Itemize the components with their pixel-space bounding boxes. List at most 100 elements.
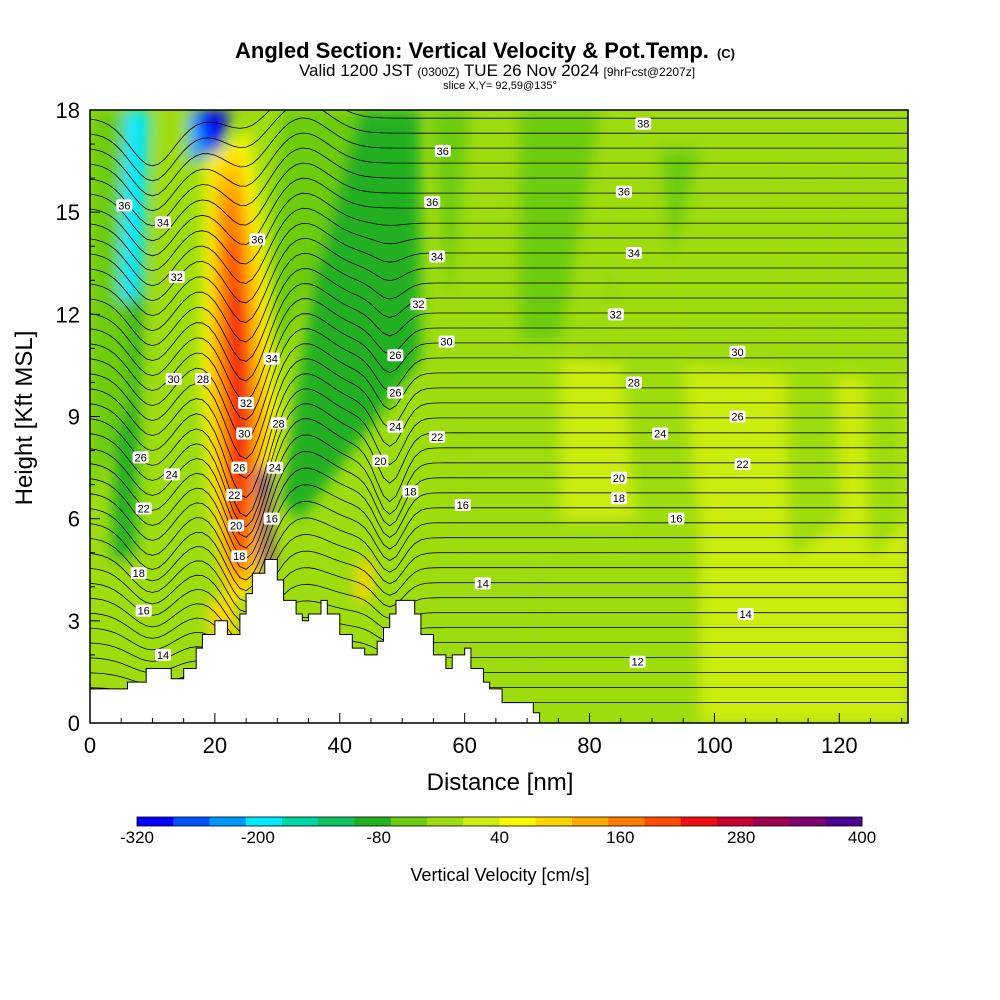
pot-temp-contour [90, 222, 908, 304]
y-tick-label: 15 [56, 200, 80, 225]
colorbar-swatch [608, 817, 645, 826]
colorbar-swatch [245, 817, 283, 826]
contour-label: 36 [116, 199, 133, 212]
contour-label: 30 [729, 345, 746, 359]
contour-label-text: 32 [412, 299, 424, 311]
velocity-shade [400, 420, 460, 560]
pot-temp-contour [90, 253, 908, 343]
contour-label: 28 [195, 373, 212, 386]
x-tick-label: 0 [84, 733, 96, 758]
colorbar-swatch [173, 817, 210, 826]
colorbar-swatch [644, 817, 682, 826]
y-tick-label: 6 [68, 507, 80, 532]
colorbar-swatch [318, 817, 355, 826]
contour-label-text: 16 [266, 514, 278, 526]
x-axis: 0 20 40 60 80 100 120 [84, 713, 903, 758]
contour-label: 14 [155, 648, 172, 662]
contour-label-text: 20 [374, 456, 386, 468]
contour-label-text: 26 [233, 463, 245, 475]
pot-temp-contour [90, 110, 908, 182]
contour-label-text: 34 [431, 251, 443, 263]
contour-label: 24 [387, 420, 404, 434]
y-tick-label: 18 [56, 98, 80, 123]
contour-label-text: 24 [389, 422, 401, 434]
y-axis-label: Height [Kft MSL] [11, 331, 38, 506]
contour-label-text: 36 [618, 187, 630, 199]
contour-label-text: 28 [272, 418, 284, 430]
contour-label: 26 [231, 461, 248, 475]
contour-label: 32 [238, 396, 255, 410]
pot-temp-contour [90, 388, 908, 517]
contour-label-text: 16 [138, 606, 150, 618]
colorbar-tick-label: -200 [241, 828, 275, 847]
colorbar-swatch [354, 817, 392, 826]
colorbar-swatch [717, 817, 754, 826]
contour-label: 22 [429, 430, 446, 444]
contour-label-text: 12 [631, 657, 643, 669]
pot-temp-contour [90, 298, 908, 401]
contour-label: 30 [236, 427, 253, 441]
contour-label: 34 [155, 216, 172, 229]
velocity-shade [280, 110, 420, 520]
x-tick-label: 100 [696, 733, 733, 758]
pot-temp-contour [90, 484, 908, 581]
contour-label-text: 32 [610, 309, 622, 321]
contour-label: 18 [231, 550, 248, 563]
pot-temp-contour [90, 132, 908, 212]
contour-label: 14 [474, 577, 491, 590]
contour-label: 22 [135, 502, 152, 515]
contour-label-text: 30 [238, 429, 250, 441]
contour-label-text: 36 [437, 146, 449, 158]
velocity-shade [520, 540, 700, 723]
pot-temp-contour [90, 147, 908, 227]
contour-label-text: 18 [613, 493, 625, 505]
velocity-shade [270, 110, 360, 380]
contour-label: 26 [729, 410, 746, 424]
colorbar-tick-label: -80 [366, 828, 391, 847]
contour-label-text: 30 [440, 337, 452, 349]
contour-label: 32 [410, 298, 427, 311]
contour-label: 22 [734, 458, 751, 471]
pot-temp-contour [90, 343, 908, 460]
contour-label: 36 [249, 233, 266, 246]
contour-label: 26 [132, 451, 149, 464]
contour-label-text: 16 [457, 500, 469, 512]
pot-temp-contour [90, 418, 908, 538]
colorbar-tick-label: 400 [848, 828, 876, 847]
pot-temp-contour [90, 207, 908, 287]
y-axis: 0 3 6 9 12 15 18 [56, 98, 100, 736]
contour-label: 20 [228, 519, 245, 532]
contour-label-text: 32 [240, 398, 252, 410]
colorbar-swatch [535, 817, 573, 826]
contour-label-text: 20 [613, 473, 625, 485]
contour-label-text: 24 [269, 463, 281, 475]
contour-label: 24 [652, 427, 669, 441]
pot-temp-contour [90, 434, 908, 549]
y-tick-label: 9 [68, 405, 80, 430]
contour-label-text: 34 [157, 217, 169, 229]
colorbar-swatch [572, 817, 609, 826]
contour-label: 30 [165, 373, 182, 386]
contour-label: 12 [629, 655, 646, 669]
velocity-shade [430, 110, 470, 300]
colorbar-tick-label: 160 [606, 828, 634, 847]
x-tick-label: 40 [328, 733, 352, 758]
colorbar-tick-label: -320 [120, 828, 154, 847]
contour-label-text: 18 [233, 551, 245, 563]
plot-area: 36 34 32 30 28 26 24 22 18 16 14 36 32 30 26 22 20 18 34 28… [90, 110, 908, 723]
velocity-shade [520, 110, 600, 340]
pot-temp-contour [90, 268, 908, 362]
contour-label-text: 24 [166, 469, 178, 481]
velocity-shade [860, 150, 905, 560]
contour-label-text: 18 [404, 486, 416, 498]
pot-temp-contour [90, 162, 908, 242]
pot-temp-contour [90, 373, 908, 499]
colorbar-tick-label: 40 [490, 828, 509, 847]
x-tick-label: 120 [821, 733, 858, 758]
contour-label-text: 26 [731, 412, 743, 424]
contour-label-text: 22 [138, 503, 150, 515]
contour-label: 14 [737, 608, 754, 621]
contour-label-text: 38 [637, 119, 649, 131]
y-tick-label: 3 [68, 609, 80, 634]
